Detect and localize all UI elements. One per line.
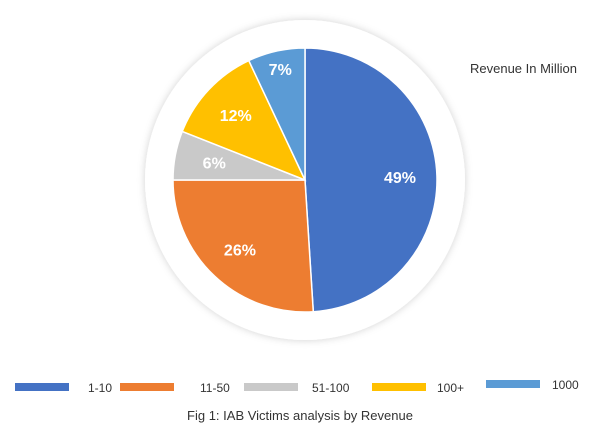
pie-labels: 49% 26% 6% 12% 7% [203,62,416,259]
legend-swatch-1000 [486,380,540,388]
slice-label-1000: 7% [269,62,292,79]
figure-caption: Fig 1: IAB Victims analysis by Revenue [187,408,413,423]
legend-label-51-100: 51-100 [312,381,350,395]
slice-label-1-10: 49% [384,170,416,187]
legend-label-11-50: 11-50 [200,381,230,395]
slice-label-100+: 12% [220,108,252,125]
pie-slice-1-10 [304,47,438,313]
legend: 1-10 11-50 51-100 100+ 1000 [15,378,579,395]
chart-subtitle: Revenue In Million [470,61,577,76]
legend-label-1000: 1000 [552,378,579,392]
slice-label-11-50: 26% [224,242,256,259]
legend-swatch-51-100 [244,383,298,391]
pie-slices [172,47,438,313]
legend-swatch-11-50 [120,383,174,391]
pie-slice-1000 [247,47,306,181]
pie-slice-11-50 [172,179,315,313]
legend-label-1-10: 1-10 [88,381,112,395]
slice-label-51-100: 6% [203,156,226,173]
pie-slice-100+ [181,59,307,182]
legend-label-100+: 100+ [437,381,464,395]
legend-swatch-1-10 [15,383,69,391]
legend-swatch-100+ [372,383,426,391]
